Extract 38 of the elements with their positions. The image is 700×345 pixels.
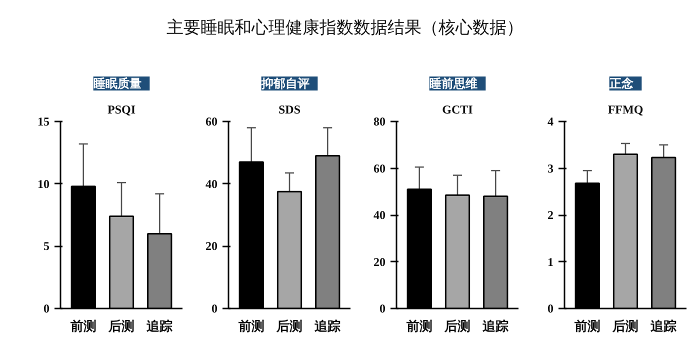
y-tick-label: 3 (548, 161, 554, 176)
y-tick-label: 60 (206, 114, 218, 128)
y-tick-label: 2 (548, 208, 554, 222)
x-tick-label: 前测 (69, 320, 96, 334)
y-tick-label: 20 (206, 239, 218, 254)
y-tick-label: 0 (212, 302, 218, 316)
y-tick-label: 1 (548, 254, 554, 269)
y-tick-label: 60 (374, 161, 386, 176)
chart-title: 正念 (608, 76, 634, 90)
chart-title: 睡前思维 (429, 76, 478, 90)
y-tick-label: 0 (548, 302, 554, 316)
x-tick-label: 前测 (237, 320, 264, 334)
y-tick-label: 15 (38, 114, 50, 128)
x-tick-label: 前测 (573, 320, 600, 334)
chart-subtitle: FFMQ (608, 102, 644, 116)
y-tick-label: 4 (548, 114, 554, 128)
x-tick-label: 追踪 (146, 318, 173, 334)
y-tick-label: 5 (44, 239, 50, 254)
x-tick-label: 追踪 (650, 318, 677, 334)
y-tick-label: 20 (374, 254, 386, 269)
x-tick-label: 后测 (612, 318, 638, 334)
x-tick-label: 追踪 (314, 318, 341, 334)
x-tick-label: 后测 (276, 318, 302, 334)
x-tick-label: 前测 (405, 320, 432, 334)
y-tick-label: 40 (374, 208, 386, 222)
y-tick-label: 80 (374, 114, 386, 128)
chart-subtitle: PSQI (107, 102, 136, 116)
y-tick-label: 10 (38, 176, 50, 191)
y-tick-label: 0 (44, 302, 50, 316)
text: 主要睡眠和心理健康指数数据结果（核心数据） (166, 17, 524, 40)
x-tick-label: 后测 (444, 318, 470, 334)
chart-title: 睡眠质量 (93, 76, 142, 90)
y-tick-label: 0 (380, 302, 386, 316)
x-tick-label: 追踪 (482, 318, 509, 334)
x-tick-label: 后测 (108, 318, 134, 334)
y-tick-label: 40 (206, 176, 218, 191)
chart-subtitle: GCTI (442, 102, 474, 116)
chart-subtitle: SDS (278, 102, 301, 116)
